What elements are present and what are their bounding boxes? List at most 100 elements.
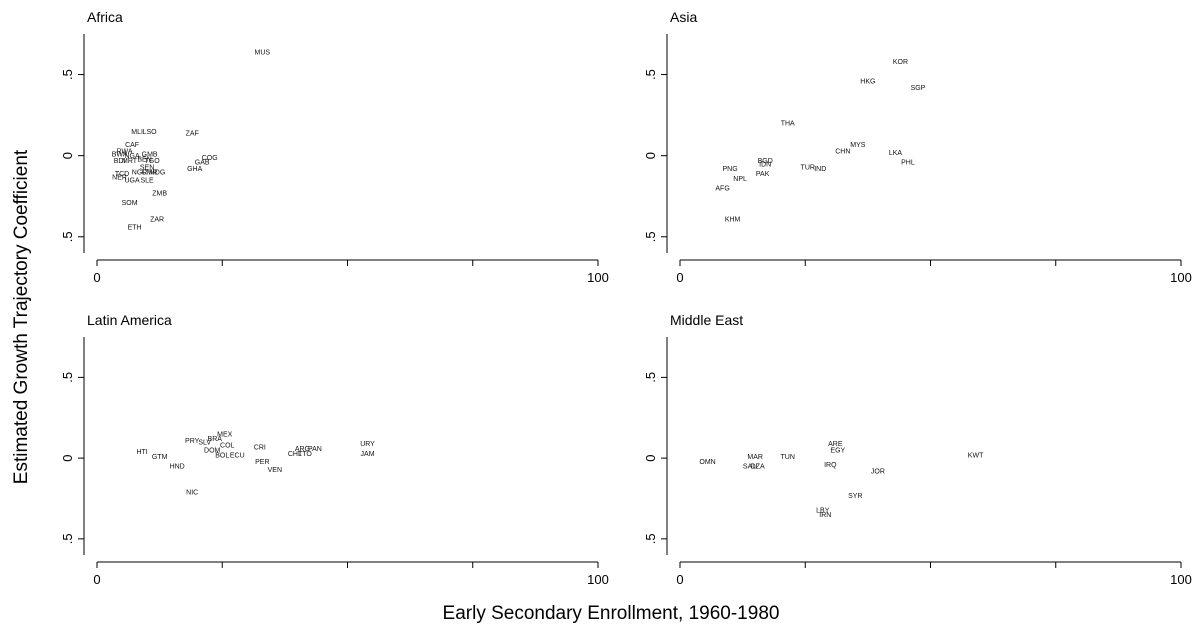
point-label-tur: TUR [801, 165, 815, 172]
point-label-tgo: TGO [145, 158, 161, 165]
point-label-ury: URY [360, 441, 375, 448]
point-label-caf: CAF [125, 142, 139, 149]
point-label-lso: LSO [143, 129, 158, 136]
point-label-tto: TTO [298, 451, 312, 458]
point-label-syr: SYR [848, 493, 862, 500]
point-label-bdi: BDI [114, 158, 126, 165]
point-label-egy: EGY [830, 448, 845, 455]
y-tick-label: 0 [643, 152, 658, 159]
point-label-hti: HTI [136, 449, 147, 456]
y-axis-title: Estimated Growth Trajectory Coefficient [11, 149, 32, 484]
y-tick-label: .5 [60, 231, 75, 242]
point-label-lka: LKA [889, 150, 903, 157]
point-label-mar: MAR [747, 454, 763, 461]
point-label-gha: GHA [187, 166, 203, 173]
x-tick-label: 100 [1170, 572, 1192, 587]
point-label-per: PER [255, 459, 269, 466]
point-label-mdg: MDG [149, 169, 165, 176]
point-label-sen: SEN [140, 165, 154, 172]
y-tick-label: .5 [60, 372, 75, 383]
y-tick-label: 0 [643, 454, 658, 461]
panel-title: Asia [670, 9, 697, 25]
point-label-omn: OMN [699, 459, 715, 466]
point-label-uga: UGA [124, 178, 140, 185]
point-label-mus: MUS [255, 49, 271, 56]
point-label-zaf: ZAF [186, 130, 199, 137]
x-tick-label: 100 [587, 270, 609, 285]
point-label-col: COL [220, 443, 235, 450]
point-label-are: ARE [828, 441, 843, 448]
x-tick-label: 100 [587, 572, 609, 587]
point-label-ben: BEN [137, 156, 151, 163]
y-tick-label: .5 [643, 533, 658, 544]
point-label-kwt: KWT [968, 452, 984, 459]
y-tick-label: 0 [60, 152, 75, 159]
point-label-lby: LBY [816, 507, 830, 514]
point-label-eth: ETH [128, 225, 142, 232]
point-label-bra: BRA [208, 436, 223, 443]
point-label-chn: CHN [835, 148, 850, 155]
point-label-chl: CHL [288, 451, 302, 458]
point-label-zmb: ZMB [152, 190, 167, 197]
point-label-bwa: BWA [112, 152, 128, 159]
y-tick-label: .5 [643, 231, 658, 242]
panel-title: Latin America [87, 312, 172, 328]
point-label-ven: VEN [268, 467, 282, 474]
point-label-bgd: BGD [758, 158, 773, 165]
point-label-irn: IRN [819, 512, 831, 519]
panel-title: Africa [87, 9, 123, 25]
point-label-idn: IDN [759, 161, 771, 168]
point-label-ner: NER [112, 174, 127, 181]
point-label-pry: PRY [185, 438, 200, 445]
x-tick-label: 100 [1170, 270, 1192, 285]
point-label-bol: BOL [215, 452, 229, 459]
y-tick-label: .5 [60, 533, 75, 544]
point-label-dom: DOM [204, 448, 221, 455]
y-tick-label: .5 [60, 69, 75, 80]
point-label-mys: MYS [850, 142, 866, 149]
point-label-gab: GAB [195, 160, 210, 167]
point-label-nic: NIC [186, 490, 198, 497]
x-tick-label: 0 [93, 270, 100, 285]
point-label-hkg: HKG [860, 79, 875, 86]
point-label-npl: NPL [733, 176, 747, 183]
x-axis-title: Early Secondary Enrollment, 1960-1980 [443, 603, 780, 624]
point-label-jam: JAM [361, 451, 375, 458]
y-tick-label: .5 [643, 372, 658, 383]
point-label-tha: THA [781, 121, 795, 128]
x-tick-label: 0 [676, 572, 683, 587]
point-label-rwa: RWA [117, 148, 133, 155]
y-tick-label: 0 [60, 454, 75, 461]
point-label-sle: SLE [140, 178, 154, 185]
point-label-gtm: GTM [152, 454, 168, 461]
point-label-sau: SAU [743, 464, 757, 471]
point-label-cmr: CMR [142, 169, 158, 176]
point-label-pan: PAN [308, 446, 322, 453]
point-label-khm: KHM [725, 216, 741, 223]
point-label-zar: ZAR [150, 216, 164, 223]
point-label-som: SOM [122, 200, 138, 207]
point-label-ecu: ECU [230, 452, 245, 459]
point-label-sgp: SGP [911, 85, 926, 92]
point-label-phl: PHL [901, 160, 915, 167]
point-label-ngr: NGR [132, 169, 148, 176]
point-label-arg: ARG [295, 446, 310, 453]
x-tick-label: 0 [676, 270, 683, 285]
point-label-kor: KOR [893, 59, 908, 66]
point-label-mli: MLI [131, 129, 143, 136]
point-label-afg: AFG [715, 186, 729, 193]
point-label-irq: IRQ [824, 462, 837, 469]
point-label-slv: SLV [198, 439, 211, 446]
x-tick-label: 0 [93, 572, 100, 587]
point-label-pak: PAK [756, 171, 770, 178]
point-label-ind: IND [814, 166, 826, 173]
panel-title: Middle East [670, 312, 743, 328]
point-label-tcd: TCD [115, 171, 129, 178]
point-label-gmb: GMB [142, 152, 158, 159]
point-label-cri: CRI [254, 444, 266, 451]
